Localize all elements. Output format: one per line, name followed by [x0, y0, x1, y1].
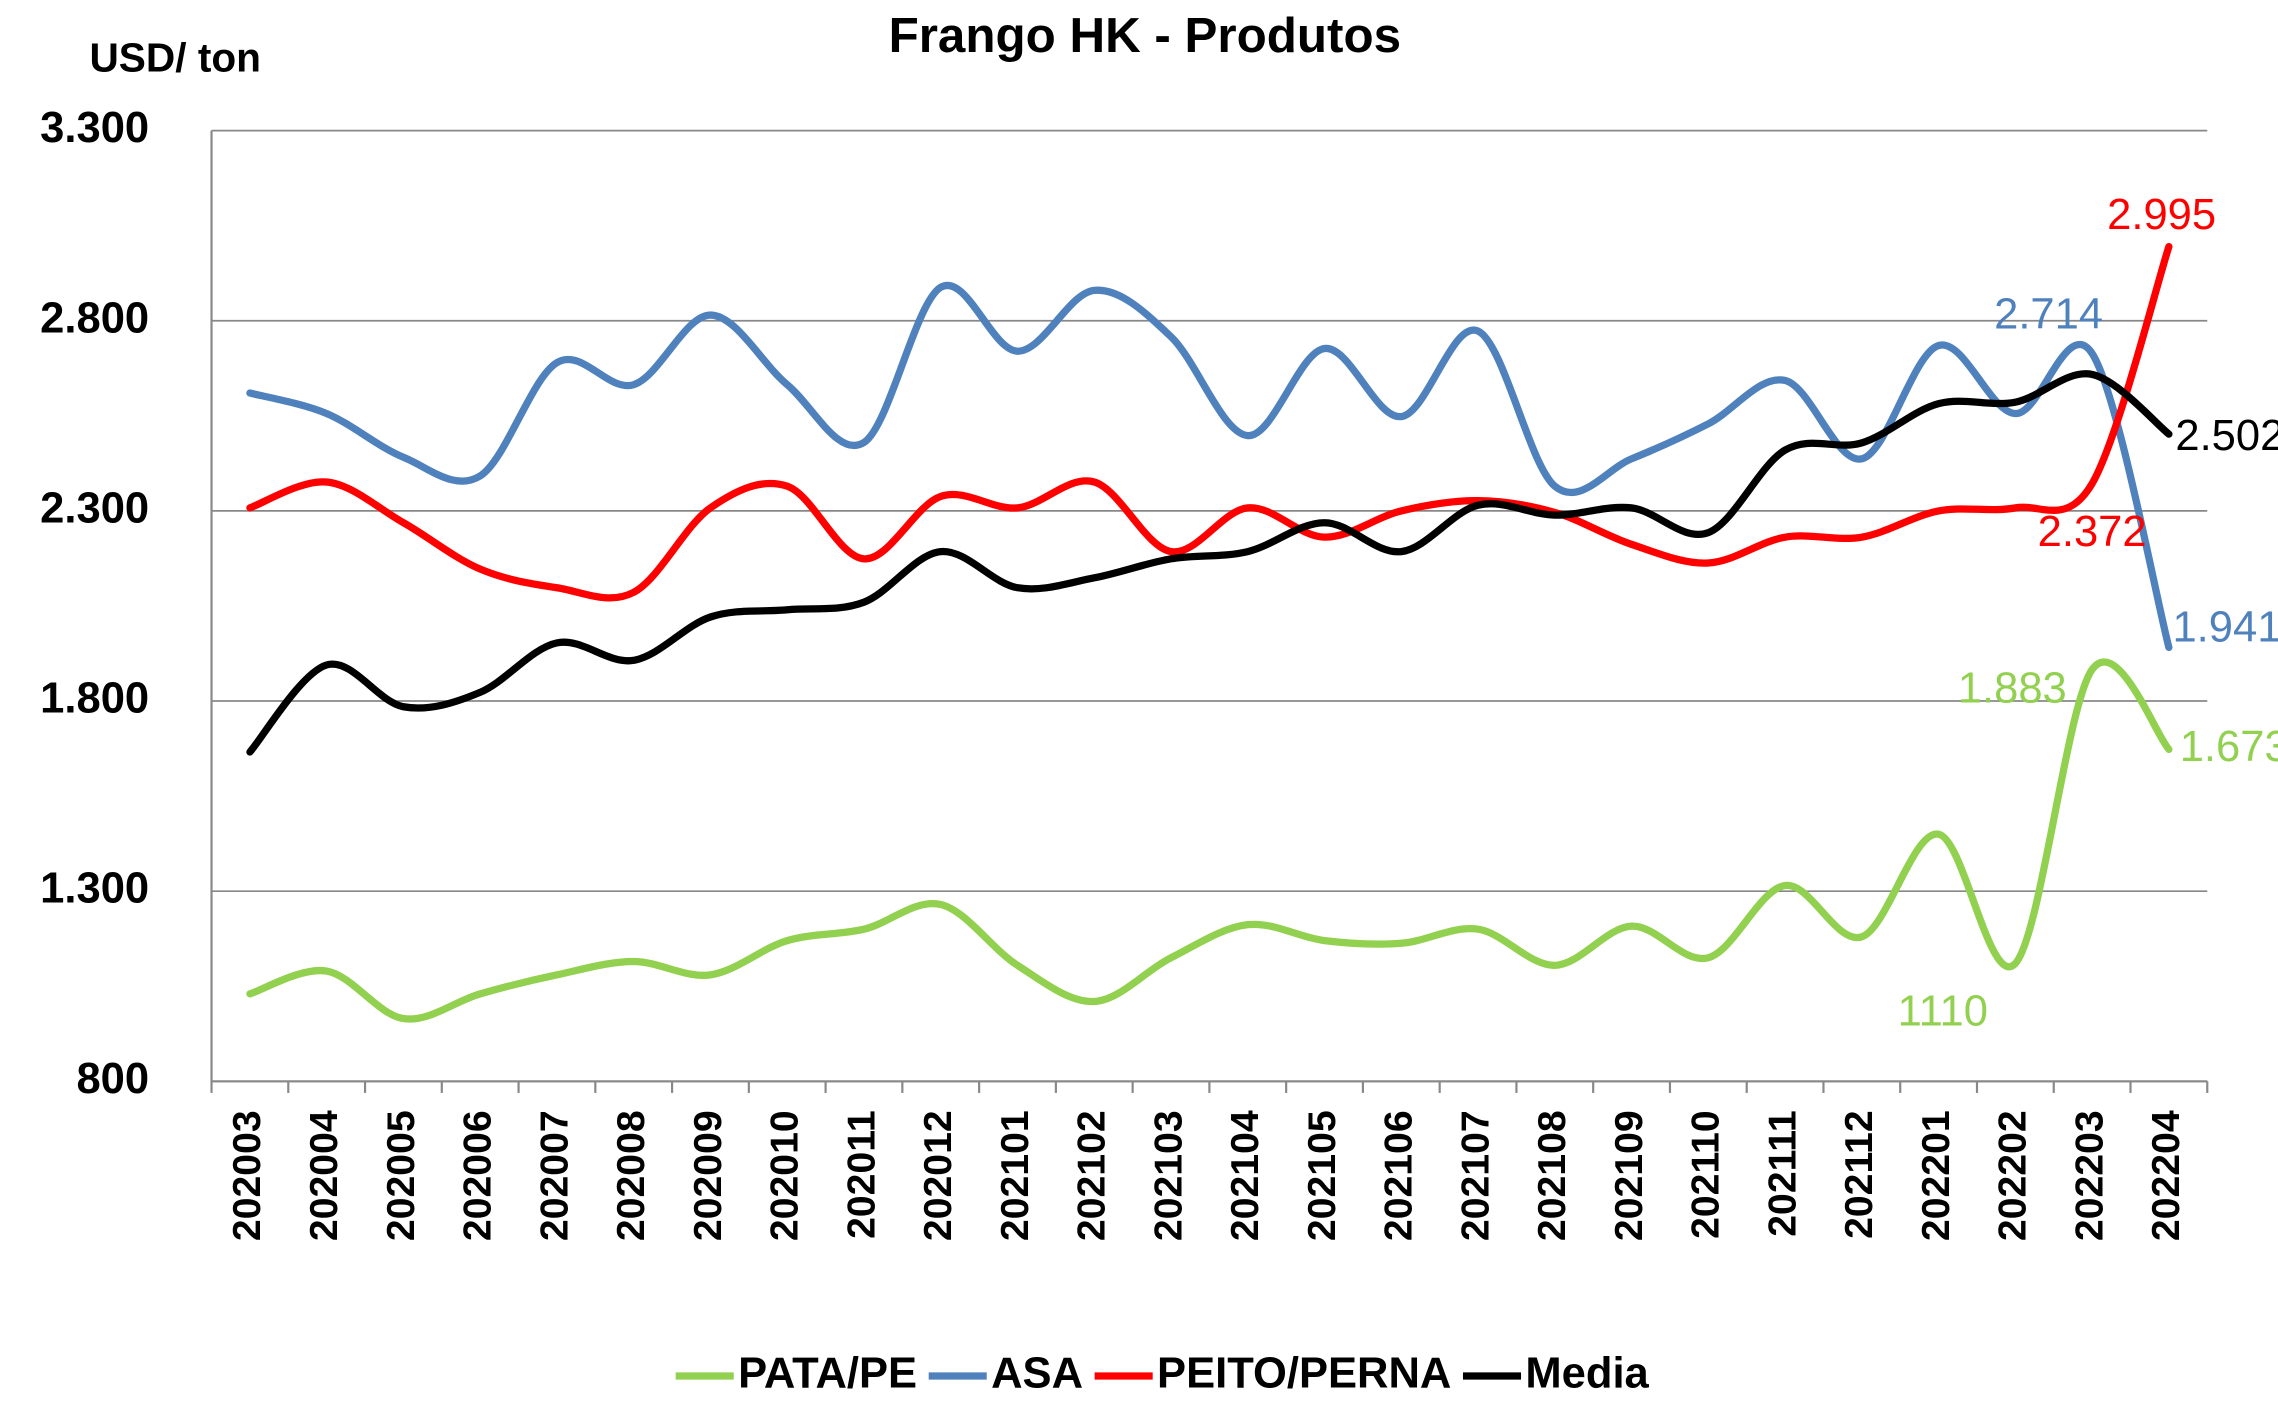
series-line — [246, 242, 2173, 602]
y-tick-label: 2.800 — [40, 294, 149, 342]
y-tick-label: 800 — [76, 1055, 149, 1103]
data-label: 2.372 — [2038, 508, 2147, 556]
legend: PATA/PE ASA PEITO/PERNA Media — [675, 1349, 1650, 1397]
y-tick-label: 1.800 — [40, 675, 149, 723]
x-tick-label: 202010 — [764, 1110, 807, 1241]
y-tick-label: 2.300 — [40, 484, 149, 532]
y-axis-label: USD/ ton — [89, 35, 261, 81]
x-tick-label: 202003 — [226, 1110, 269, 1241]
x-tick-label: 202006 — [457, 1110, 500, 1241]
chart-title: Frango HK - Produtos — [889, 8, 1401, 63]
series-line — [246, 370, 2173, 756]
legend-label: ASA — [991, 1349, 1083, 1397]
legend-label: PEITO/PERNA — [1157, 1349, 1451, 1397]
x-tick-label: 202203 — [2068, 1110, 2111, 1241]
x-tick-label: 202107 — [1454, 1110, 1497, 1241]
data-label: 1110 — [1898, 988, 1988, 1036]
x-tick-label: 202204 — [2145, 1110, 2188, 1241]
data-label: 2.995 — [2107, 191, 2216, 239]
x-tick-label: 202008 — [610, 1110, 653, 1241]
x-tick-label: 202106 — [1378, 1110, 1421, 1241]
x-tick-label: 202112 — [1838, 1110, 1881, 1239]
x-tick-label: 202101 — [994, 1110, 1037, 1241]
x-tick-label: 202011 — [840, 1110, 883, 1239]
series-line — [246, 281, 2173, 652]
x-tick-label: 202004 — [303, 1110, 346, 1241]
data-label: 2.502 — [2175, 412, 2278, 460]
data-label: 2.714 — [1994, 291, 2103, 339]
x-tick-label: 202108 — [1531, 1110, 1574, 1241]
series-line — [246, 658, 2173, 1023]
x-tick-label: 202005 — [380, 1110, 423, 1241]
x-tick-label: 202009 — [687, 1110, 730, 1241]
legend-label: Media — [1525, 1349, 1649, 1397]
x-tick-label: 202202 — [1992, 1110, 2035, 1241]
x-tick-label: 202102 — [1071, 1110, 1114, 1241]
y-tick-label: 3.300 — [40, 104, 149, 152]
x-tick-label: 202201 — [1915, 1110, 1958, 1241]
x-tick-label: 202109 — [1608, 1110, 1651, 1241]
data-label: 1.673 — [2180, 723, 2278, 771]
data-label: 1.883 — [1958, 665, 2067, 713]
legend-label: PATA/PE — [738, 1349, 917, 1397]
x-tick-label: 202012 — [917, 1110, 960, 1241]
data-label: 1.941 — [2172, 604, 2278, 652]
x-tick-label: 202111 — [1761, 1110, 1804, 1236]
x-tick-label: 202105 — [1301, 1110, 1344, 1241]
x-tick-label: 202103 — [1147, 1110, 1190, 1241]
x-tick-label: 202007 — [533, 1110, 576, 1241]
y-tick-label: 1.300 — [40, 865, 149, 913]
x-tick-label: 202110 — [1685, 1110, 1728, 1239]
x-tick-label: 202104 — [1224, 1110, 1267, 1241]
